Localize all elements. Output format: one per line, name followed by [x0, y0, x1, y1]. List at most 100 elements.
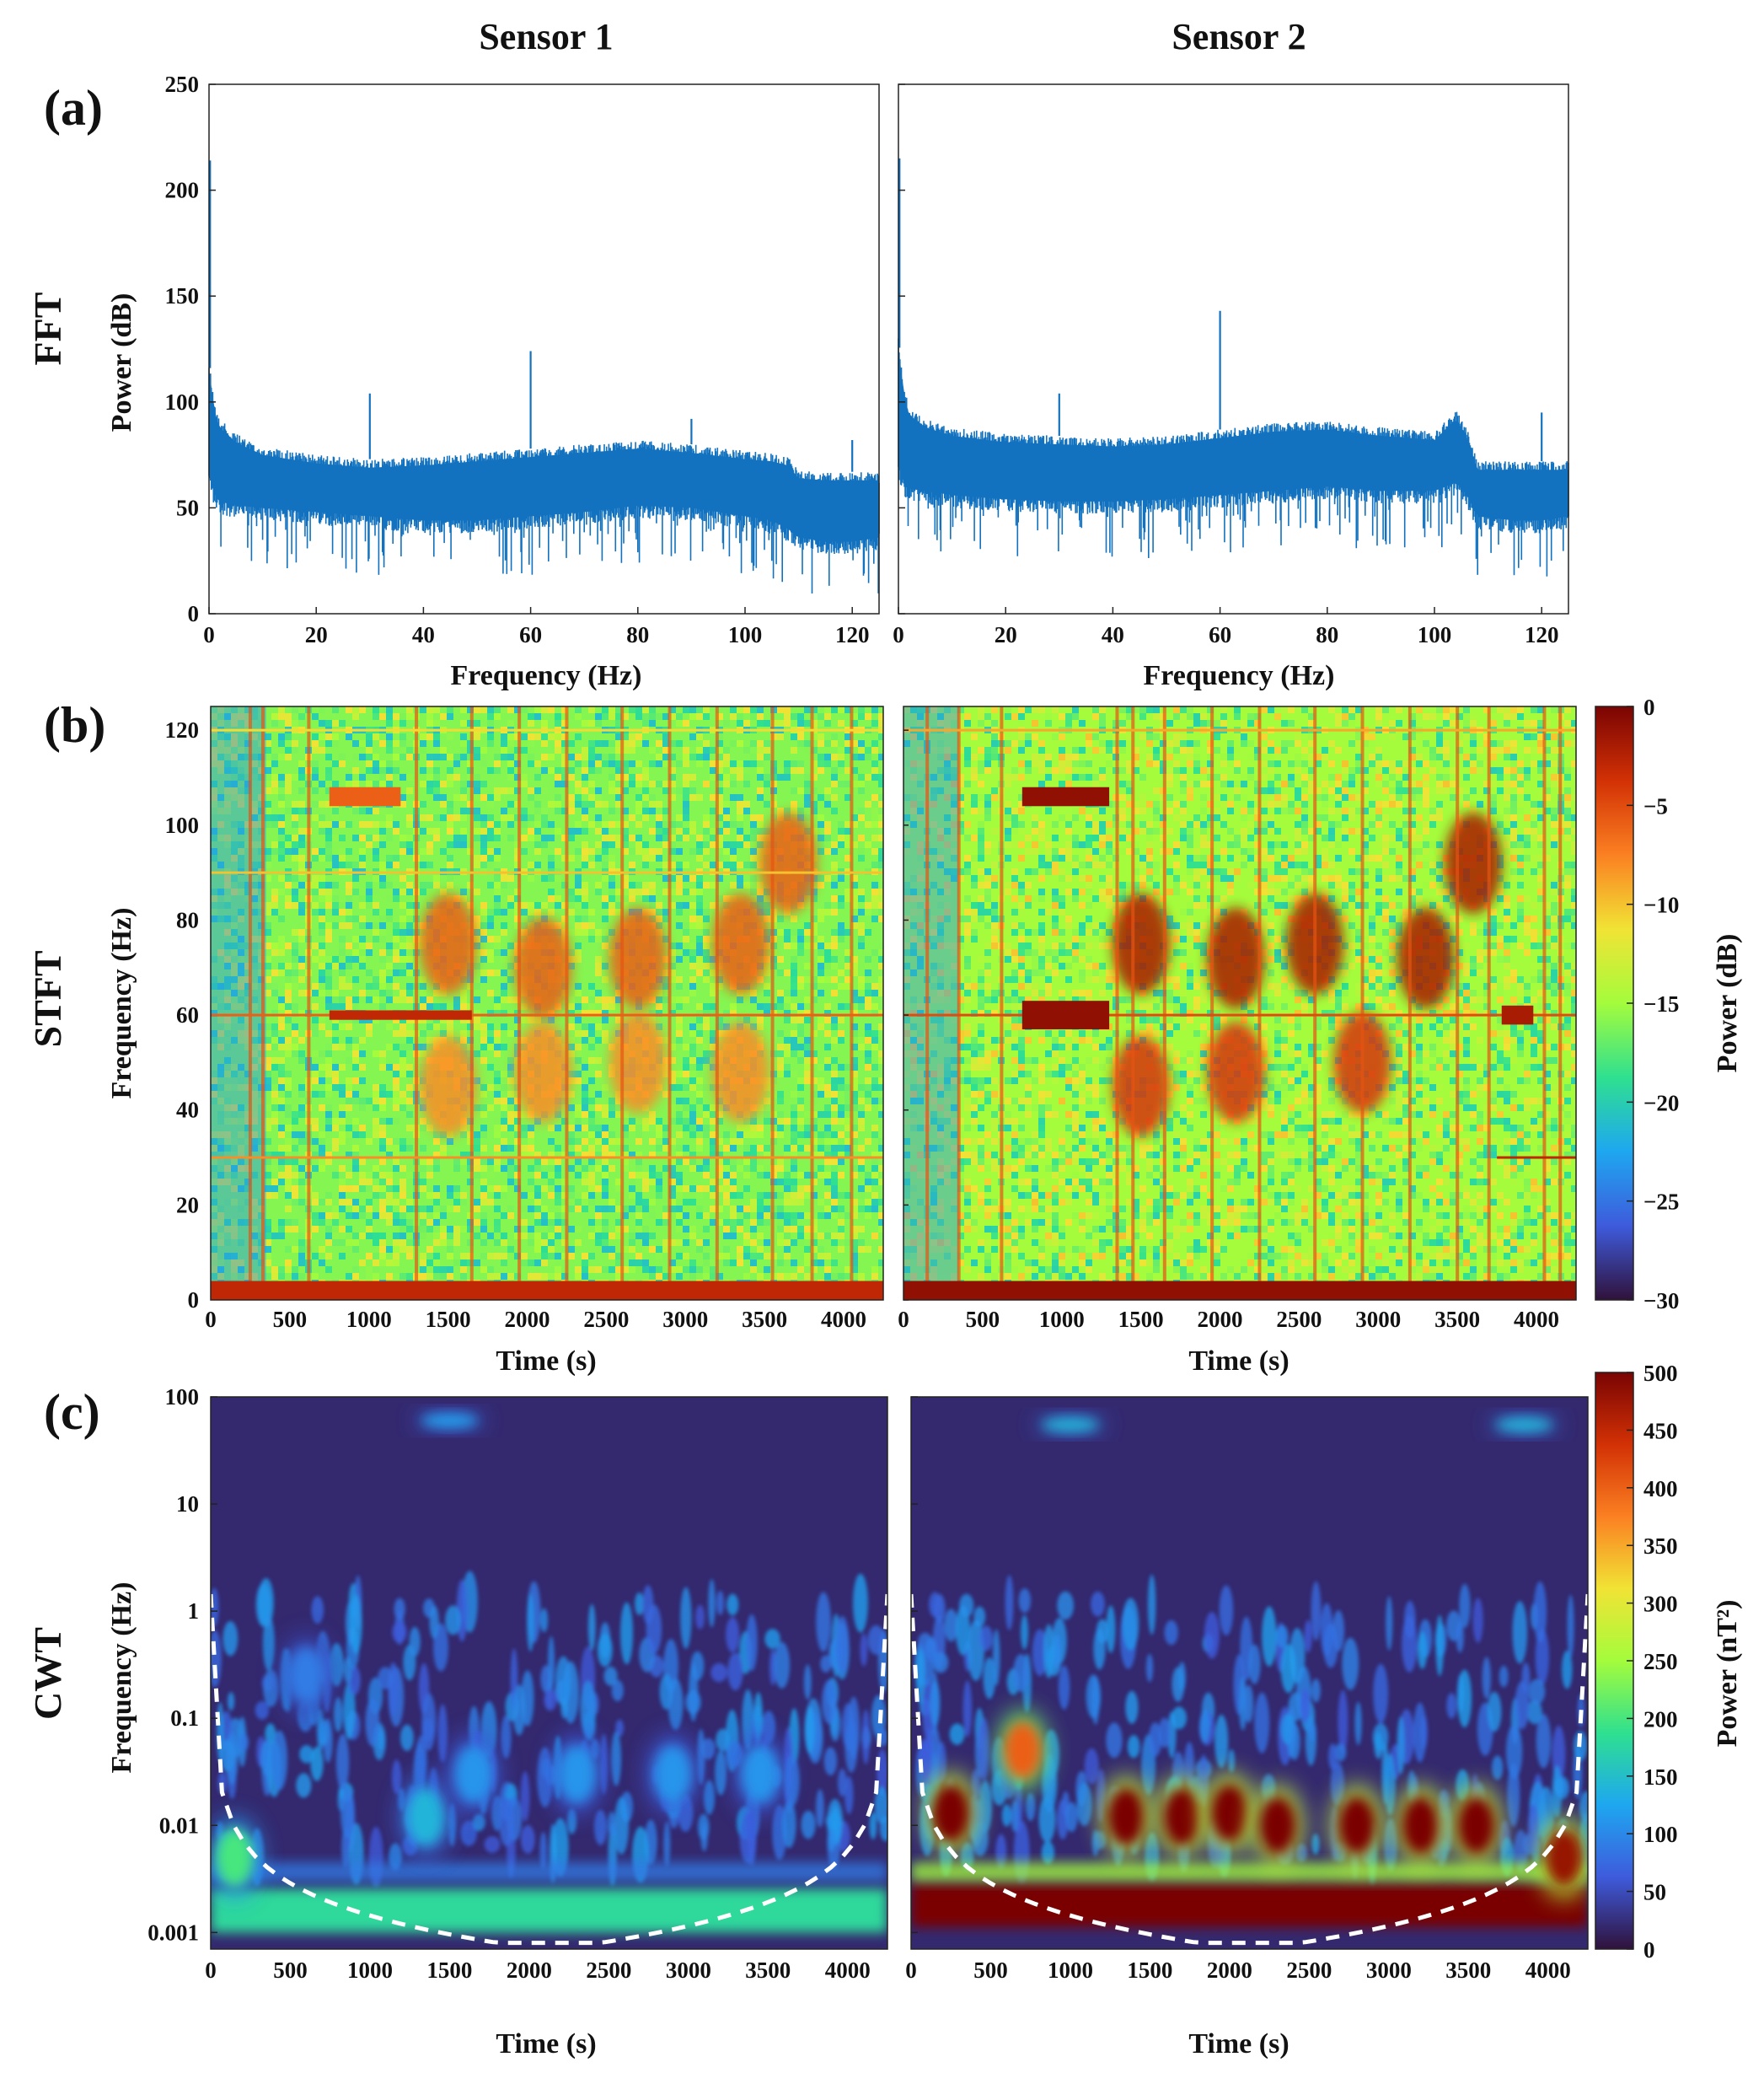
fft-plot-sensor-2: 0 20 40 60 80 100 120: [893, 83, 1569, 647]
cwt-ytick-label: 10: [176, 1491, 199, 1517]
cwt-xlabel-sensor-2: Time (s): [1188, 2028, 1289, 2060]
fft-xtick-label: 120: [1525, 622, 1559, 647]
cwt-hotspot: [407, 1788, 445, 1846]
stft-tone: [903, 728, 1576, 732]
stft-blob: [759, 812, 818, 914]
row-title-stft: STFT: [26, 950, 69, 1047]
cwt-colorbar-tick-label: 400: [1643, 1476, 1678, 1501]
stft-plot-sensor-1: [211, 706, 883, 1300]
stft-stripe: [1407, 706, 1412, 1300]
stft-stripe: [1456, 706, 1460, 1300]
stft-stripe: [1000, 706, 1004, 1300]
stft-tone: [1497, 1156, 1576, 1159]
cwt-xtick-label: 3500: [745, 1958, 791, 1983]
cwt-colorbar-label: Power (nT²): [1712, 1600, 1743, 1748]
cwt-xtick-label: 3000: [666, 1958, 711, 1983]
cwt-colorbar-tick-label: 0: [1643, 1937, 1655, 1963]
stft-stripe: [517, 706, 522, 1300]
cwt-colorbar-tick-label: 500: [1643, 1361, 1678, 1386]
cwt-frame: [910, 1396, 1589, 1950]
stft-xtick-label: 1000: [346, 1307, 392, 1332]
cwt-xtick-label: 0: [905, 1958, 917, 1983]
stft-xlabel-sensor-1: Time (s): [496, 1345, 596, 1377]
fft-xtick-label: 20: [995, 622, 1017, 647]
cwt-hotspot: [932, 1784, 970, 1842]
stft-stripe: [715, 706, 719, 1300]
stft-blob: [712, 1021, 770, 1123]
cwt-colorbar-tick-label: 50: [1643, 1880, 1666, 1905]
cwt-plot-sensor-1: [211, 1397, 887, 1949]
fft-ytick-label: 100: [165, 389, 200, 415]
stft-xtick-label: 0: [898, 1307, 909, 1332]
cwt-xtick-label: 2000: [507, 1958, 552, 1983]
cwt-hotspot: [454, 1745, 492, 1803]
fft-xtick-label: 60: [1209, 622, 1231, 647]
stft-xtick-label: 500: [273, 1307, 308, 1332]
stft-frame: [903, 706, 1577, 1301]
cwt-xtick-label: 1500: [1127, 1958, 1172, 1983]
stft-colorbar-label: Power (dB): [1712, 934, 1743, 1073]
stft-xtick-label: 0: [205, 1307, 217, 1332]
cwt-ytick-label: 0.01: [159, 1813, 199, 1838]
stft-ytick-label: 40: [176, 1098, 199, 1123]
stft-xtick-label: 2500: [1276, 1307, 1322, 1332]
cwt-xtick-label: 4000: [1525, 1958, 1571, 1983]
stft-ytick-label: 120: [165, 717, 200, 743]
stft-ytick-label: 60: [176, 1002, 199, 1028]
cwt-xtick-label: 500: [973, 1958, 1008, 1983]
fft-plot-area: [898, 84, 1568, 614]
cwt-hotspot: [1457, 1796, 1495, 1855]
stft-stripe: [248, 706, 252, 1300]
stft-tone: [903, 1013, 1576, 1017]
fft-ylabel: Power (dB): [106, 293, 137, 432]
cwt-hotspot: [1402, 1796, 1440, 1855]
stft-xtick-label: 1500: [426, 1307, 471, 1332]
fft-xtick-label: 80: [1316, 622, 1338, 647]
stft-band: [329, 787, 401, 807]
row-title-cwt: CWT: [26, 1627, 69, 1720]
row-title-fft: FFT: [26, 293, 69, 366]
stft-colorbar-tick-label: −30: [1643, 1288, 1679, 1313]
cwt-hotspot: [1004, 1721, 1042, 1780]
stft-blob: [1444, 812, 1502, 914]
cwt-xtick-label: 2000: [1207, 1958, 1252, 1983]
cwt-frame: [210, 1396, 888, 1950]
fft-ytick-label: 0: [188, 601, 200, 626]
stft-blob: [514, 1021, 572, 1123]
stft-blob: [514, 916, 572, 1018]
stft-stripe: [770, 706, 775, 1300]
fft-xtick-label: 60: [519, 622, 542, 647]
cwt-xlabel-sensor-1: Time (s): [496, 2028, 596, 2060]
stft-stripe: [565, 706, 569, 1300]
fft-plot-sensor-1: 0 20 40 60 80 100 120 0 50 100 150 200 250: [165, 72, 880, 647]
stft-blob: [1397, 907, 1455, 1009]
stft-stripe: [1360, 706, 1365, 1300]
stft-colorbar-tick-label: 0: [1643, 695, 1655, 720]
stft-tone: [211, 871, 883, 874]
cwt-cone-of-influence: [211, 1593, 887, 1946]
cwt-xtick-label: 2500: [1286, 1958, 1332, 1983]
cwt-low-band-secondary: [211, 1862, 887, 1882]
fft-ytick-label: 200: [165, 178, 200, 203]
fft-xtick-label: 100: [1418, 622, 1452, 647]
stft-stripe: [620, 706, 625, 1300]
fft-frame: [898, 83, 1569, 615]
cwt-colorbar-tick-label: 100: [1643, 1822, 1678, 1847]
stft-frame: [210, 706, 884, 1301]
cwt-hotspot: [1545, 1829, 1583, 1887]
stft-quiet-region: [903, 706, 959, 1300]
stft-stripe: [1210, 706, 1214, 1300]
stft-xtick-label: 4000: [1514, 1307, 1559, 1332]
stft-stripe: [1131, 706, 1135, 1300]
stft-blob: [1112, 1035, 1170, 1137]
stft-xtick-label: 3000: [1355, 1307, 1401, 1332]
cwt-hotspot: [558, 1745, 596, 1803]
column-title-sensor-1: Sensor 1: [479, 16, 613, 57]
stft-stripe: [1487, 706, 1491, 1300]
cwt-hotspot: [287, 1646, 325, 1705]
stft-stripe: [1558, 706, 1563, 1300]
cwt-ytick-label: 0.001: [147, 1920, 199, 1945]
stft-speckle: [211, 706, 883, 1300]
stft-blob: [609, 1012, 667, 1114]
